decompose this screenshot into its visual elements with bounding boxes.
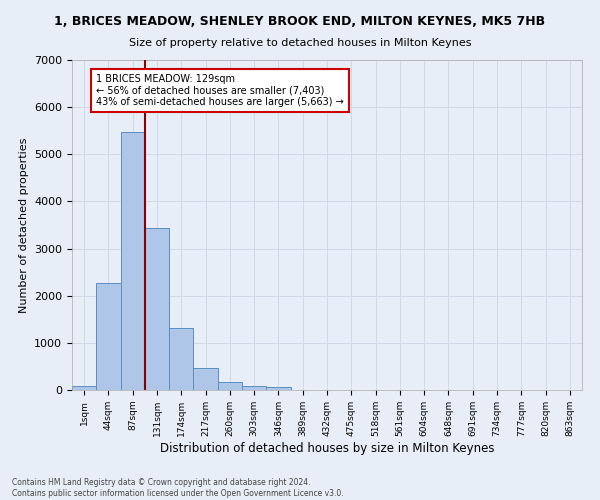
Bar: [242, 386, 266, 390]
Text: 1, BRICES MEADOW, SHENLEY BROOK END, MILTON KEYNES, MK5 7HB: 1, BRICES MEADOW, SHENLEY BROOK END, MIL…: [55, 15, 545, 28]
Bar: [193, 368, 218, 390]
Bar: [266, 388, 290, 390]
Bar: [145, 228, 169, 390]
X-axis label: Distribution of detached houses by size in Milton Keynes: Distribution of detached houses by size …: [160, 442, 494, 454]
Bar: [96, 282, 121, 390]
Y-axis label: Number of detached properties: Number of detached properties: [19, 138, 29, 312]
Text: Contains HM Land Registry data © Crown copyright and database right 2024.
Contai: Contains HM Land Registry data © Crown c…: [12, 478, 344, 498]
Text: 1 BRICES MEADOW: 129sqm
← 56% of detached houses are smaller (7,403)
43% of semi: 1 BRICES MEADOW: 129sqm ← 56% of detache…: [96, 74, 344, 108]
Bar: [72, 386, 96, 390]
Text: Size of property relative to detached houses in Milton Keynes: Size of property relative to detached ho…: [129, 38, 471, 48]
Bar: [169, 328, 193, 390]
Bar: [218, 382, 242, 390]
Bar: [121, 132, 145, 390]
